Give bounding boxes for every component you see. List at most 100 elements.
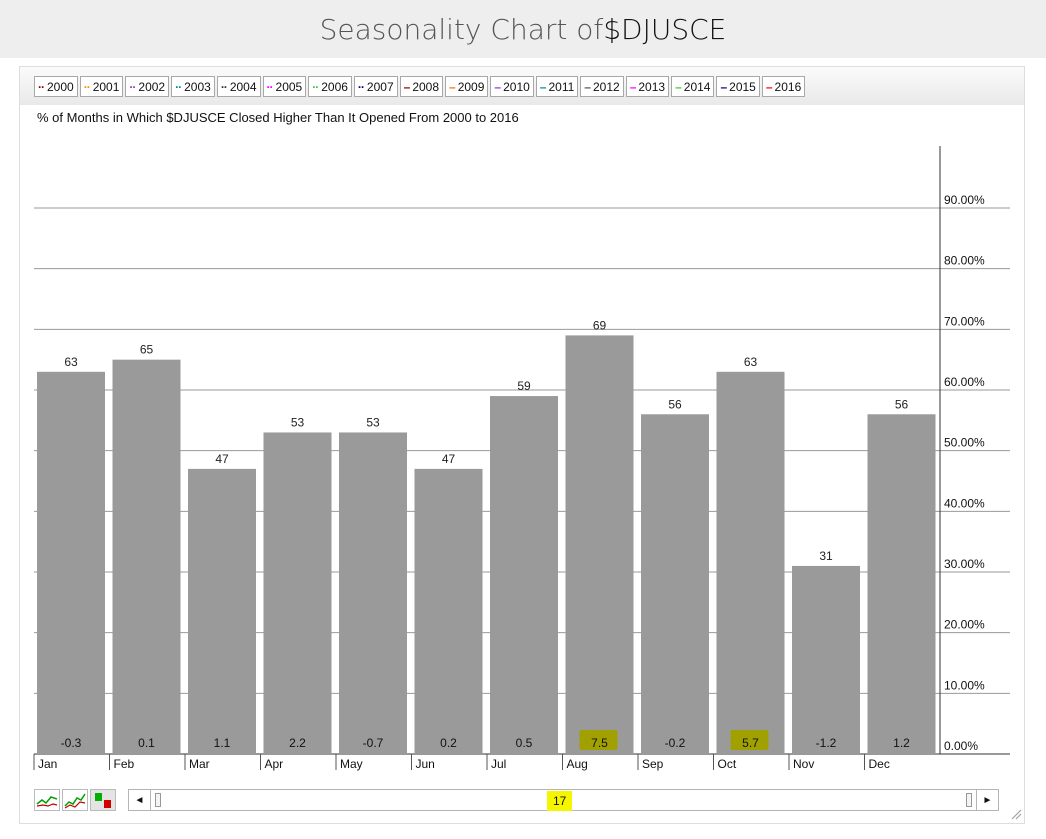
legend-label: 2016: [774, 79, 802, 94]
legend-item-2001[interactable]: ·· 2001: [79, 76, 124, 97]
legend-item-2012[interactable]: –2012: [580, 76, 624, 97]
bar-change-label: -0.7: [363, 736, 384, 750]
bar-change-label: 0.2: [440, 736, 457, 750]
legend-item-2002[interactable]: ·· 2002: [125, 76, 170, 97]
legend-swatch: ··: [266, 79, 274, 94]
resize-grip-icon[interactable]: [1010, 808, 1022, 820]
legend-label: 2012: [592, 79, 620, 94]
legend-label: 2001: [92, 79, 120, 94]
legend-label: 2011: [548, 79, 575, 94]
bar-feb: [112, 359, 181, 754]
legend-label: 2002: [138, 79, 166, 94]
legend-item-2007[interactable]: ·· 2007: [353, 76, 398, 97]
bottom-label-highlight: [579, 730, 618, 750]
legend-swatch: ··: [312, 79, 319, 94]
bar-dec: [867, 414, 936, 754]
x-tick-label: Mar: [189, 757, 210, 771]
legend-swatch: ··: [175, 79, 182, 94]
line-chart-icon[interactable]: [34, 789, 60, 811]
bar-value-label: 56: [895, 397, 909, 411]
legend-item-2013[interactable]: –2013: [625, 76, 670, 97]
legend-swatch: –: [720, 79, 727, 94]
legend-item-2008[interactable]: –2008: [399, 76, 444, 97]
page-title-ticker: $DJUSCE: [603, 12, 727, 46]
legend-item-2009[interactable]: –2009: [445, 76, 489, 97]
range-scrollbar[interactable]: ◄ 17 ►: [128, 789, 999, 811]
chart-type-toolbar: [34, 789, 116, 811]
legend-swatch: –: [403, 79, 411, 94]
bar-nov: [792, 565, 860, 754]
y-tick-label: 30.00%: [944, 557, 985, 571]
bar-value-label: 47: [215, 452, 229, 466]
x-tick-label: Oct: [718, 757, 737, 771]
legend-label: 2007: [366, 79, 394, 94]
y-tick-label: 0.00%: [944, 739, 978, 753]
chart-subtitle: % of Months in Which $DJUSCE Closed High…: [37, 110, 519, 125]
legend-swatch: –: [765, 79, 773, 94]
legend-item-2010[interactable]: –2010: [490, 76, 534, 97]
y-tick-label: 70.00%: [944, 314, 985, 328]
legend-label: 2004: [229, 79, 257, 94]
legend-item-2003[interactable]: ·· 2003: [171, 76, 215, 97]
legend-label: 2008: [412, 79, 440, 94]
legend-label: 2009: [457, 79, 485, 94]
bar-jun: [414, 468, 483, 754]
legend-item-2016[interactable]: –2016: [761, 76, 806, 97]
multi-line-chart-icon[interactable]: [62, 789, 88, 811]
bar-change-label: 0.1: [138, 736, 155, 750]
bar-oct: [716, 371, 785, 754]
legend-item-2015[interactable]: –2015: [716, 76, 760, 97]
bar-value-label: 31: [819, 549, 833, 563]
bar-change-label: -0.2: [665, 736, 686, 750]
x-tick-label: Jul: [491, 757, 506, 771]
bar-change-label: -1.2: [816, 736, 837, 750]
legend-swatch: ··: [220, 79, 228, 94]
bar-change-label: 7.5: [591, 736, 608, 750]
bar-apr: [263, 432, 332, 754]
legend-swatch: –: [539, 79, 547, 94]
bar-value-label: 59: [517, 379, 531, 393]
scroll-handle-left[interactable]: [155, 793, 161, 807]
bar-change-label: 1.2: [893, 736, 910, 750]
bar-value-label: 63: [64, 355, 78, 369]
legend-label: 2015: [729, 79, 756, 94]
legend-item-2005[interactable]: ·· 2005: [262, 76, 307, 97]
bar-change-label: 1.1: [214, 736, 231, 750]
legend-swatch: ··: [129, 79, 136, 94]
x-tick-label: Apr: [265, 757, 284, 771]
page-title: Seasonality Chart of $DJUSCE: [0, 0, 1046, 58]
legend-label: 2000: [47, 79, 74, 94]
bar-jan: [37, 371, 105, 754]
legend-item-2006[interactable]: ·· 2006: [308, 76, 352, 97]
year-legend: ·· 2000 ·· 2001 ·· 2002 ·· 2003 ·· 2004 ·· 2005 ·· 20…: [34, 76, 806, 97]
legend-label: 2010: [503, 79, 530, 94]
y-tick-label: 50.00%: [944, 436, 985, 450]
scroll-left-button[interactable]: ◄: [129, 790, 151, 810]
legend-item-2004[interactable]: ·· 2004: [216, 76, 261, 97]
bar-change-label: 5.7: [742, 736, 759, 750]
legend-item-2000[interactable]: ·· 2000: [34, 76, 78, 97]
y-tick-label: 80.00%: [944, 254, 985, 268]
legend-item-2011[interactable]: –2011: [535, 76, 579, 97]
bar-change-label: -0.3: [61, 736, 82, 750]
legend-label: 2013: [638, 79, 666, 94]
bar-value-label: 53: [366, 415, 380, 429]
bottom-label-highlight: [730, 730, 769, 750]
scroll-right-button[interactable]: ►: [976, 790, 998, 810]
legend-swatch: ··: [357, 79, 365, 94]
bar-value-label: 47: [442, 452, 456, 466]
bar-jul: [490, 396, 558, 754]
x-tick-label: May: [340, 757, 363, 771]
scroll-handle-right[interactable]: [966, 793, 972, 807]
x-tick-label: Nov: [793, 757, 814, 771]
y-tick-label: 10.00%: [944, 678, 985, 692]
legend-item-2014[interactable]: –2014: [671, 76, 715, 97]
bar-chart-icon[interactable]: [90, 789, 116, 811]
legend-swatch: –: [449, 79, 456, 94]
x-tick-label: Jun: [416, 757, 435, 771]
bar-value-label: 65: [140, 343, 154, 357]
bar-value-label: 56: [668, 397, 682, 411]
bar-change-label: 0.5: [516, 736, 533, 750]
bar-mar: [188, 468, 256, 754]
